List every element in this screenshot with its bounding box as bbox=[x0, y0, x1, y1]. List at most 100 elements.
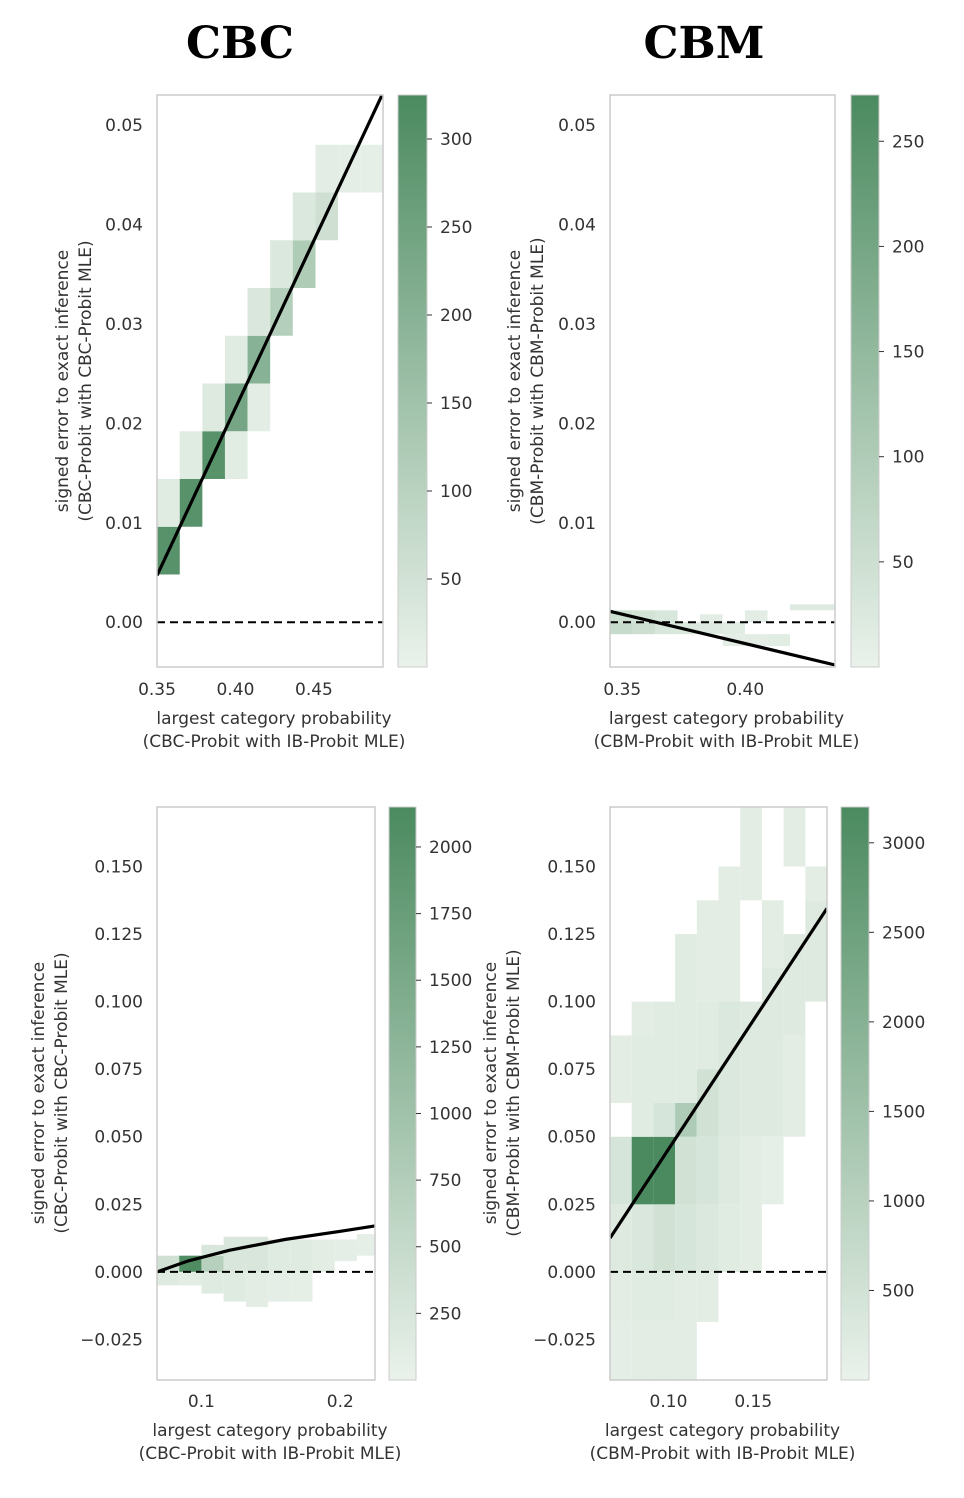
heatmap-cell bbox=[740, 1001, 762, 1137]
heatmap-cell bbox=[631, 1136, 654, 1205]
fit-line bbox=[610, 609, 835, 667]
y-tick-label: 0.02 bbox=[558, 414, 596, 434]
heatmap-cell bbox=[360, 144, 383, 193]
x-tick-label: 0.35 bbox=[603, 680, 641, 700]
y-tick-label: 0.150 bbox=[94, 857, 143, 877]
x-tick-label: 0.10 bbox=[650, 1392, 688, 1412]
heatmap-cell bbox=[740, 807, 762, 901]
heatmap-cell bbox=[696, 1271, 719, 1322]
fit-line bbox=[157, 1224, 375, 1274]
heatmap-cell bbox=[224, 335, 248, 384]
heatmap-cell bbox=[700, 614, 723, 623]
heatmap-cell bbox=[201, 1255, 224, 1272]
y-axis-label: signed error to exact inference bbox=[29, 962, 49, 1224]
x-tick-label: 0.35 bbox=[138, 680, 176, 700]
heatmap-cell bbox=[292, 192, 316, 241]
colorbar-tick-label: 150 bbox=[440, 394, 472, 414]
colorbar-tick-label: 100 bbox=[440, 482, 472, 502]
heatmap-cell bbox=[338, 144, 361, 193]
heatmap-cell bbox=[740, 1136, 762, 1272]
heatmap-cell bbox=[631, 1321, 654, 1380]
colorbar-tick-label: 1500 bbox=[882, 1102, 925, 1122]
heatmap-cell bbox=[655, 610, 678, 623]
heatmap-cell bbox=[157, 478, 180, 527]
colorbar-tick-label: 1250 bbox=[429, 1038, 472, 1058]
y-tick-label: 0.050 bbox=[547, 1128, 596, 1148]
heatmap-cell bbox=[179, 431, 203, 479]
y-tick-label: −0.025 bbox=[533, 1330, 596, 1350]
heatmap-cell bbox=[632, 622, 655, 635]
heatmap-cell bbox=[783, 934, 806, 1036]
heatmap-cell bbox=[745, 634, 768, 647]
heatmap-cell bbox=[805, 866, 827, 901]
heatmap-cells bbox=[157, 1234, 375, 1308]
plot-frame bbox=[609, 94, 836, 668]
y-tick-label: 0.05 bbox=[105, 116, 143, 136]
heatmap-cell bbox=[700, 622, 723, 635]
x-axis-label-sub: (CBC-Probit with IB-Probit MLE) bbox=[139, 1444, 402, 1464]
x-axis-label: largest category probability bbox=[605, 1421, 840, 1441]
y-tick-label: 0.025 bbox=[547, 1195, 596, 1215]
colorbar-tick-label: 300 bbox=[440, 130, 472, 150]
colorbar-tick-label: 2000 bbox=[429, 838, 472, 858]
colorbar-tick-label: 250 bbox=[440, 218, 472, 238]
heatmap-cell bbox=[675, 934, 697, 1103]
colorbar-tick-label: 50 bbox=[440, 570, 462, 590]
x-tick-label: 0.40 bbox=[726, 680, 764, 700]
heatmap-cell bbox=[675, 1136, 697, 1205]
heatmap-cell bbox=[610, 1136, 632, 1205]
colorbar bbox=[850, 94, 880, 668]
heatmap-cell bbox=[224, 431, 248, 479]
heatmap-cell bbox=[790, 604, 835, 611]
y-tick-label: 0.100 bbox=[547, 993, 596, 1013]
heatmap-cells bbox=[157, 144, 383, 575]
heatmap-cell bbox=[179, 1271, 202, 1286]
x-axis-label-sub: (CBC-Probit with IB-Probit MLE) bbox=[143, 732, 406, 752]
x-tick-label: 0.45 bbox=[295, 680, 333, 700]
heatmap-cell bbox=[718, 1136, 741, 1205]
heatmap-cell bbox=[653, 1001, 676, 1103]
y-tick-label: 0.03 bbox=[558, 315, 596, 335]
heatmap-cell bbox=[722, 622, 745, 635]
panel-3: 0.1 0.2 −0.025 0.000 0.025 0.050 0.075 0.100 0.1… bbox=[29, 806, 472, 1464]
colorbar-tick-label: 200 bbox=[440, 306, 472, 326]
colorbar-tick-label: 100 bbox=[892, 448, 924, 468]
heatmap-cell bbox=[610, 610, 633, 623]
y-tick-label: 0.000 bbox=[94, 1263, 143, 1283]
heatmap-cell bbox=[610, 622, 633, 635]
x-axis-label-sub: (CBM-Probit with IB-Probit MLE) bbox=[590, 1444, 856, 1464]
panels: 0.35 0.40 0.45 0.00 0.01 0.02 0.03 0.04 0.05 larg… bbox=[29, 94, 925, 1464]
heatmap-cell bbox=[610, 1271, 632, 1322]
colorbar-tick-label: 3000 bbox=[882, 834, 925, 854]
heatmap-cell bbox=[631, 1001, 654, 1036]
x-tick-label: 0.1 bbox=[188, 1392, 215, 1412]
heatmap-cell bbox=[631, 1271, 654, 1322]
heatmap-cell bbox=[805, 900, 827, 1002]
heatmap-cell bbox=[290, 1239, 313, 1272]
panel-2: 0.35 0.40 0.00 0.01 0.02 0.03 0.04 0.05 largest … bbox=[505, 94, 924, 752]
colorbar-tick-label: 50 bbox=[892, 553, 914, 573]
y-tick-label: 0.04 bbox=[558, 215, 596, 235]
y-tick-label: 0.01 bbox=[105, 514, 143, 534]
heatmap-cell bbox=[718, 866, 741, 1002]
plot-frame bbox=[609, 806, 828, 1381]
x-tick-label: 0.2 bbox=[327, 1392, 354, 1412]
colorbar-tick-label: 200 bbox=[892, 237, 924, 257]
colorbar-tick-label: 1500 bbox=[429, 971, 472, 991]
x-axis-label-sub: (CBM-Probit with IB-Probit MLE) bbox=[594, 732, 860, 752]
heatmap-cell bbox=[610, 1035, 632, 1103]
heatmap-cell bbox=[653, 1271, 676, 1322]
y-tick-label: 0.100 bbox=[94, 993, 143, 1013]
y-axis-label-sub: (CBC-Probit with CBC-Probit MLE) bbox=[76, 240, 96, 521]
x-tick-label: 0.15 bbox=[734, 1392, 772, 1412]
heatmap-cell bbox=[653, 1102, 676, 1137]
colorbar-tick-label: 2000 bbox=[882, 1013, 925, 1033]
heatmap-cell bbox=[696, 1204, 719, 1272]
heatmap-cell bbox=[157, 1255, 180, 1272]
y-tick-label: 0.01 bbox=[558, 514, 596, 534]
heatmap-cell bbox=[334, 1239, 357, 1262]
panel-1: 0.35 0.40 0.45 0.00 0.01 0.02 0.03 0.04 0.05 larg… bbox=[53, 94, 472, 752]
heatmap-cell bbox=[675, 1271, 697, 1322]
heatmap-cell bbox=[696, 1136, 719, 1205]
